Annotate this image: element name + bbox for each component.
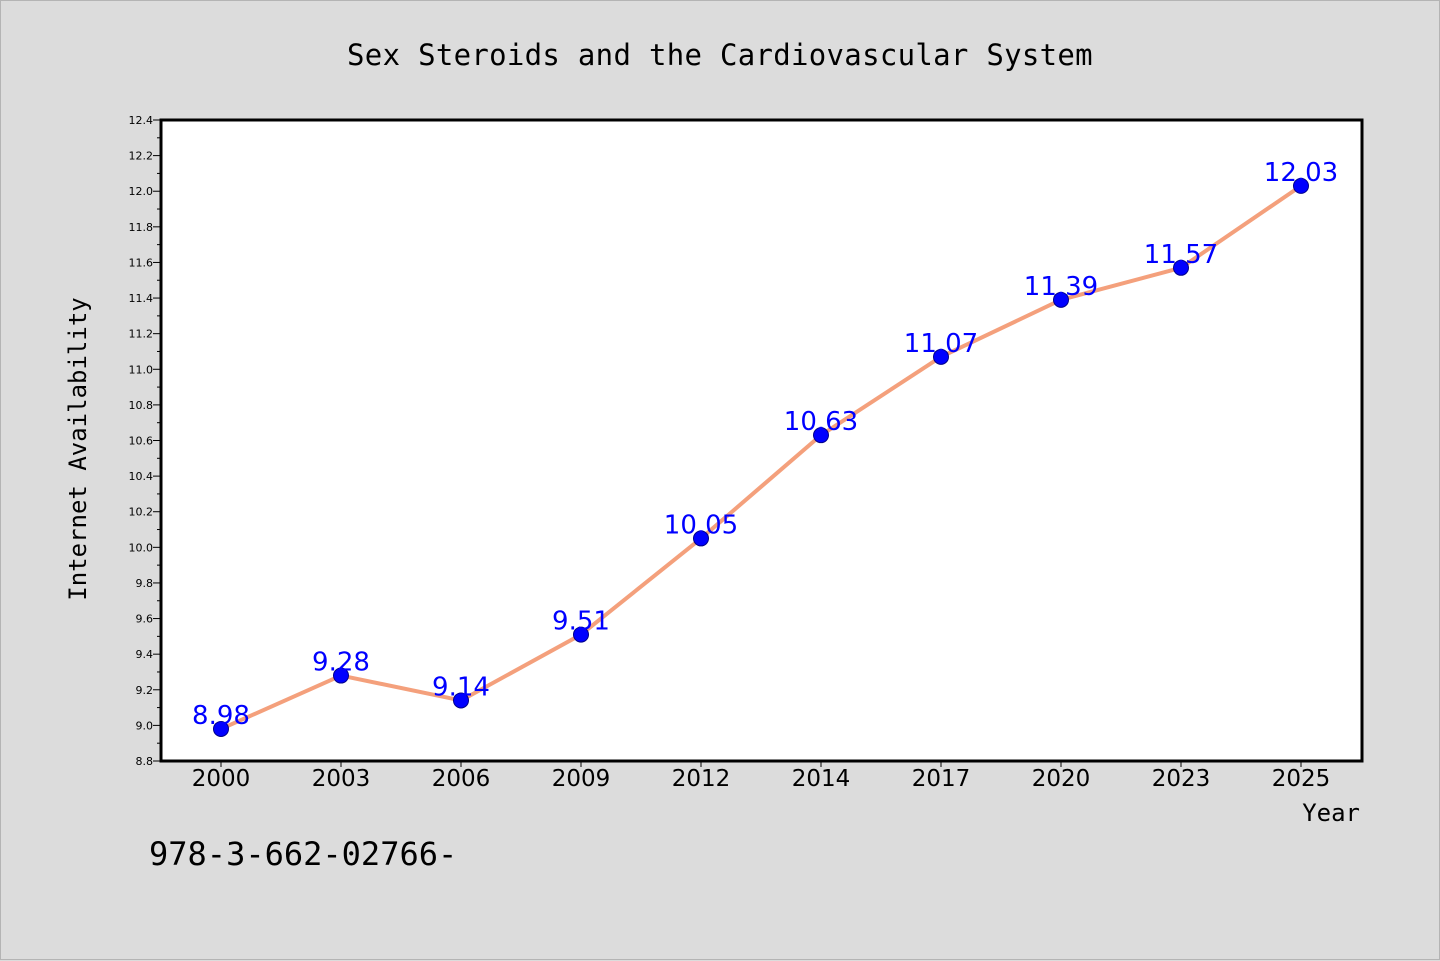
y-tick-label: 9.4: [136, 648, 154, 661]
y-tick-label: 12.0: [129, 185, 154, 198]
y-tick-label: 10.4: [129, 470, 154, 483]
y-tick-label: 12.2: [129, 150, 154, 163]
data-point: [453, 692, 469, 709]
x-axis: 2000 2003 2006 2009 2012 2014 2017 2020 2023 2025: [192, 761, 1331, 792]
series-line: [220, 184, 1303, 731]
data-label: 10.05: [664, 510, 738, 540]
data-label: 9.28: [312, 648, 370, 678]
x-tick-label: 2009: [552, 766, 611, 792]
y-tick-label: 9.0: [136, 719, 154, 732]
data-point: [213, 720, 229, 737]
x-tick-label: 2012: [672, 766, 731, 792]
data-point: [573, 626, 589, 643]
x-tick-label: 2017: [912, 766, 971, 792]
data-label: 10.63: [784, 407, 858, 437]
data-point: [1053, 291, 1069, 308]
data-label: 8.98: [192, 701, 250, 731]
data-point: [933, 348, 949, 365]
y-tick-label: 10.0: [129, 541, 154, 554]
x-tick-label: 2020: [1032, 766, 1091, 792]
y-tick-label: 11.6: [129, 256, 154, 269]
data-label: 11.57: [1144, 240, 1218, 270]
y-tick-label: 11.8: [129, 221, 154, 234]
x-tick-label: 2006: [432, 766, 491, 792]
chart-title: Sex Steroids and the Cardiovascular Syst…: [347, 38, 1093, 72]
y-tick-label: 12.4: [129, 114, 154, 127]
y-tick-label: 9.8: [136, 577, 154, 590]
y-tick-label: 9.6: [136, 613, 154, 626]
x-tick-label: 2025: [1272, 766, 1331, 792]
y-axis: 8.8 9.0 9.2 9.4 9.6 9.8 10.0 10.2 10.4 10.6 10.8 11…: [129, 114, 161, 768]
y-tick-label: 11.4: [129, 292, 154, 305]
plot-area: [159, 118, 1364, 763]
data-point: [813, 427, 829, 444]
y-tick-label: 10.8: [129, 399, 154, 412]
data-point: [333, 667, 349, 684]
y-axis-label: Internet Availability: [64, 297, 92, 600]
x-tick-label: 2000: [192, 766, 251, 792]
y-tick-label: 9.2: [136, 684, 154, 697]
y-tick-label: 11.2: [129, 328, 154, 341]
y-tick-label: 10.2: [129, 506, 154, 519]
data-label: 11.07: [904, 329, 978, 359]
x-tick-label: 2023: [1152, 766, 1211, 792]
data-point: [1293, 177, 1309, 194]
y-tick-label: 11.0: [129, 363, 154, 376]
y-tick-label: 8.8: [136, 755, 154, 768]
data-label: 9.51: [552, 607, 610, 637]
series-layer: 8.98 9.28 9.14 9.51 10.05 10.63 11.07 11.39 11.5…: [192, 158, 1338, 737]
isbn-text: 978-3-662-02766-: [149, 835, 457, 873]
data-point: [1173, 259, 1189, 276]
y-tick-label: 10.6: [129, 435, 154, 448]
x-tick-label: 2003: [312, 766, 371, 792]
x-tick-label: 2014: [792, 766, 851, 792]
data-point: [693, 530, 709, 547]
x-axis-label: Year: [1302, 799, 1360, 827]
data-label: 11.39: [1024, 272, 1098, 302]
data-label: 9.14: [432, 672, 490, 702]
data-label: 12.03: [1264, 158, 1338, 188]
